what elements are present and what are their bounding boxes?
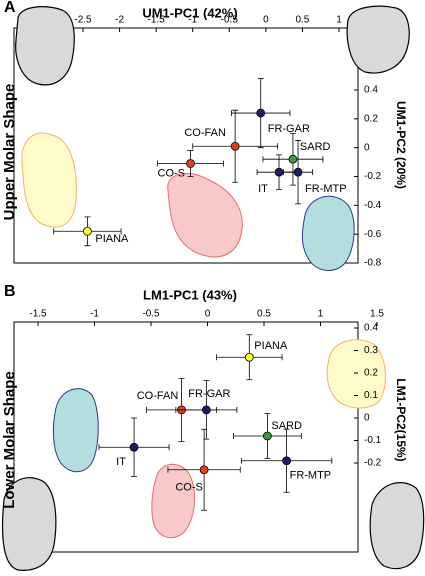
point-label: FR-MTP [305,183,347,195]
point [244,352,254,362]
y-tick-label: -0.8 [364,258,382,269]
molar-outline [15,6,75,86]
point [82,226,92,236]
point [274,167,284,177]
x-tick-label: -1 [90,309,99,320]
side-label: Lower Molar Shape [1,371,18,509]
side-label: Upper Molar Shape [1,84,18,221]
point [129,442,139,452]
point [282,456,292,466]
y-axis-title: LM1-PC2(15%) [394,378,408,461]
x-tick-label: -2 [115,15,124,26]
y-tick-label: -0.2 [364,171,382,182]
shape-outline [21,132,77,228]
point-label: SARD [271,420,302,432]
point-label: PIANA [95,233,129,245]
point [201,405,211,415]
panel-frame [13,321,359,553]
point [293,167,303,177]
y-tick-label: 0.2 [364,368,378,379]
point-label: CO-S [158,167,186,179]
y-tick-label: 0 [364,142,370,153]
x-tick-label: 1 [318,309,324,320]
y-tick-label: 0.1 [364,390,378,401]
x-tick-label: 0 [205,309,211,320]
x-tick-label: -1.5 [148,15,166,26]
y-tick-label: -0.4 [364,200,382,211]
point-label: PIANA [254,340,288,352]
y-tick-label: 0 [364,413,370,424]
x-tick-label: 0.5 [295,15,309,26]
y-tick-label: 0.2 [364,113,378,124]
point-label: CO-FAN [184,127,226,139]
shape-outline [52,388,99,473]
point-label: IT [116,456,126,468]
panel-frame [13,27,359,264]
point-label: SARD [300,141,331,153]
point-label: FR-MTP [290,470,332,482]
point [256,108,266,118]
x-tick-label: -2.5 [74,15,92,26]
x-tick-label: -0.5 [142,309,160,320]
y-tick-label: 0.4 [364,85,378,96]
point-label: IT [258,183,268,195]
x-tick-label: -1.5 [29,309,47,320]
molar-outline [369,482,425,570]
x-tick-label: 1 [336,15,342,26]
y-tick-label: -0.6 [364,229,382,240]
molar-outline [1,477,57,571]
shape-outline [326,339,386,409]
y-tick-label: 0.4 [364,323,378,334]
point-label: CO-FAN [137,390,179,402]
panel-letter: B [4,283,16,300]
point-label: FR-GAR [188,388,230,400]
point [230,141,240,151]
point [288,154,298,164]
y-tick-label: -0.1 [364,435,382,446]
point-label: FR-GAR [268,123,310,135]
point [199,465,209,475]
x-tick-label: -0.5 [221,15,239,26]
y-axis-title: UM1-PC2 (20%) [394,101,408,189]
x-tick-label: 1.5 [370,309,384,320]
shape-outline [151,463,195,539]
point-label: CO-S [175,482,203,494]
shape-outline [167,172,243,258]
molar-outline [346,5,410,74]
x-tick-label: 0 [263,15,269,26]
shape-outline [301,195,355,271]
panel-letter: A [4,0,16,16]
point [262,431,272,441]
y-tick-label: 0.3 [364,345,378,356]
x-axis-title: LM1-PC1 (43%) [143,287,237,302]
x-axis-title: UM1-PC1 (42%) [142,5,237,20]
point [186,159,195,168]
x-tick-label: -1 [188,15,197,26]
x-tick-label: 0.5 [257,309,271,320]
y-tick-label: -0.2 [364,458,382,469]
